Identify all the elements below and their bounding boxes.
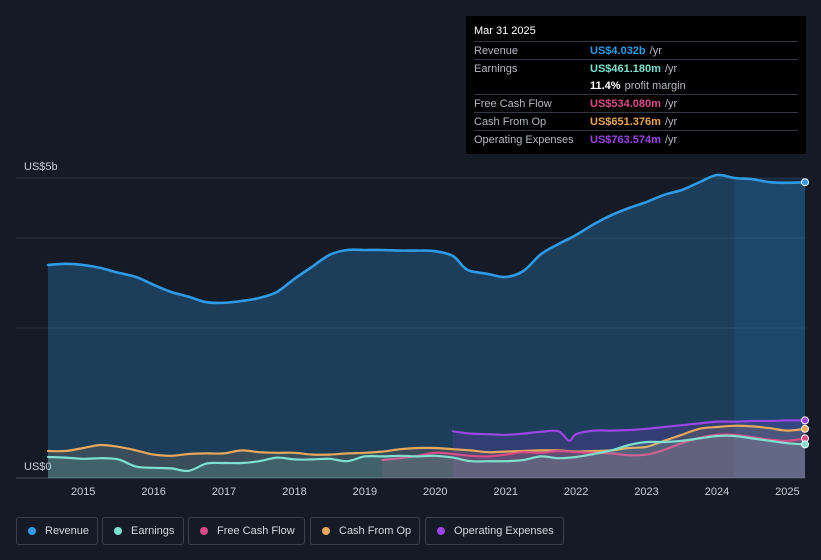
- x-tick-label: 2020: [423, 486, 447, 498]
- tooltip-row-label: Operating Expenses: [474, 133, 574, 146]
- cash-from-op-line: [46, 424, 807, 457]
- revenue-endpoint: [801, 178, 809, 187]
- earnings-line: [46, 434, 807, 473]
- tooltip-row-unit: /yr: [664, 133, 678, 146]
- tooltip-row-unit: /yr: [664, 62, 678, 75]
- x-tick-label: 2025: [775, 486, 799, 498]
- x-tick-label: 2023: [634, 486, 658, 498]
- cash-from-op-endpoint: [801, 424, 809, 433]
- x-axis-ticks: 2015 2016 2017 2018 2019 2020 2021 2022 2023 2024…: [71, 486, 800, 498]
- tooltip-row: Free Cash Flow US$534.080m/yr: [474, 94, 798, 112]
- tooltip-row: 11.4% profit margin: [474, 77, 798, 94]
- x-tick-label: 2024: [705, 486, 729, 498]
- tooltip-date: Mar 31 2025: [474, 25, 536, 37]
- x-tick-label: 2017: [212, 486, 236, 498]
- tooltip-row-value: 11.4%: [590, 79, 621, 92]
- tooltip-row-label: Revenue: [474, 44, 519, 57]
- data-tooltip: Mar 31 2025 Revenue US$4.032b/yr Earnings U…: [466, 16, 806, 154]
- tooltip-row-unit: /yr: [664, 97, 678, 110]
- grid-lines: [16, 177, 805, 479]
- series-layer: [46, 173, 807, 478]
- series-endpoints: [801, 178, 809, 449]
- tooltip-row-unit: profit margin: [624, 79, 686, 92]
- y-axis-bottom-label: US$0: [24, 461, 52, 473]
- legend-label: Revenue: [45, 525, 90, 537]
- x-tick-label: 2019: [353, 486, 377, 498]
- revenue-area: [48, 174, 805, 478]
- tooltip-row: Operating Expenses US$763.574m/yr: [474, 130, 798, 148]
- tooltip-row: Cash From Op US$651.376m/yr: [474, 112, 798, 130]
- x-tick-label: 2021: [493, 486, 517, 498]
- x-tick-label: 2018: [282, 486, 306, 498]
- tooltip-row-unit: /yr: [649, 44, 662, 57]
- tooltip-row-label: Earnings: [474, 62, 518, 75]
- operating-expenses-endpoint: [801, 416, 809, 425]
- legend-dot-icon: [437, 527, 445, 535]
- tooltip-row-label: Free Cash Flow: [474, 97, 552, 110]
- legend-label: Operating Expenses: [454, 525, 554, 537]
- free-cash-flow-line: [381, 433, 807, 462]
- legend-item-earnings[interactable]: Earnings: [102, 517, 184, 545]
- free-cash-flow-area: [382, 434, 805, 478]
- legend-item-free-cash-flow[interactable]: Free Cash Flow: [188, 517, 305, 545]
- tooltip-row: Earnings US$461.180m/yr: [474, 59, 798, 77]
- legend-label: Earnings: [131, 525, 175, 537]
- tooltip-row-value: US$763.574m: [590, 133, 661, 146]
- tooltip-row-label: Cash From Op: [474, 115, 547, 128]
- tooltip-row-unit: /yr: [664, 115, 678, 128]
- revenue-line: [46, 173, 807, 305]
- legend-label: Cash From Op: [339, 525, 412, 537]
- x-tick-label: 2015: [71, 486, 95, 498]
- legend-item-cash-from-op[interactable]: Cash From Op: [310, 517, 420, 545]
- x-tick-label: 2016: [141, 486, 165, 498]
- y-axis-top-label: US$5b: [24, 161, 58, 173]
- tooltip-rows: Revenue US$4.032b/yr Earnings US$461.180m/y…: [474, 41, 798, 148]
- x-tick-label: 2022: [564, 486, 588, 498]
- tooltip-row-value: US$651.376m: [590, 115, 661, 128]
- cash-from-op-area: [48, 425, 805, 478]
- legend-dot-icon: [28, 527, 36, 535]
- legend-dot-icon: [322, 527, 330, 535]
- legend-item-revenue[interactable]: Revenue: [16, 517, 98, 545]
- tooltip-row: Revenue US$4.032b/yr: [474, 41, 798, 59]
- legend-item-operating-expenses[interactable]: Operating Expenses: [425, 517, 564, 545]
- tooltip-row-value: US$4.032b: [590, 44, 646, 57]
- operating-expenses-line: [451, 419, 807, 442]
- tooltip-row-value: US$534.080m: [590, 97, 661, 110]
- earnings-endpoint: [801, 440, 809, 449]
- tooltip-row-value: US$461.180m: [590, 62, 661, 75]
- legend-dot-icon: [200, 527, 208, 535]
- legend-dot-icon: [114, 527, 122, 535]
- legend-label: Free Cash Flow: [217, 525, 295, 537]
